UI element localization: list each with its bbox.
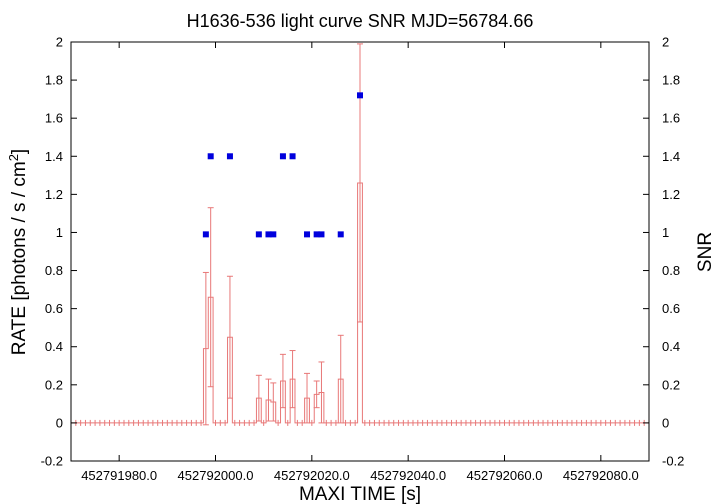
chart-title: H1636-536 light curve SNR MJD=56784.66 (187, 11, 534, 31)
y-tick-label: 1.2 (45, 187, 63, 202)
y-tick-label: 1.8 (45, 73, 63, 88)
y-tick-label: 0 (56, 415, 63, 430)
y2-tick-label: 1.2 (662, 187, 680, 202)
x-tick-label: 452792020.0 (274, 468, 350, 483)
y2-tick-label: -0.2 (662, 454, 684, 469)
snr-point (313, 231, 320, 238)
x-tick-label: 452791980.0 (81, 468, 157, 483)
plot-frame (70, 41, 650, 462)
y2-tick-label: 0.2 (662, 377, 680, 392)
snr-point (265, 231, 272, 238)
snr-series (202, 92, 363, 238)
y-tick-label: 1.4 (45, 149, 63, 164)
y-axis-title-sup: 2 (6, 154, 21, 161)
y2-tick-label: 0.8 (662, 263, 680, 278)
x-tick-label: 452792040.0 (370, 468, 446, 483)
y-tick-label: 0.8 (45, 263, 63, 278)
y2-tick-label: 0.6 (662, 301, 680, 316)
y2-axis-title: SNR (695, 232, 716, 272)
snr-point (270, 231, 277, 238)
snr-point (207, 153, 214, 160)
y-tick-label: 0.6 (45, 301, 63, 316)
snr-point (304, 231, 311, 238)
y2-tick-label: 1.6 (662, 111, 680, 126)
x-tick-label: 452792060.0 (467, 468, 543, 483)
y-axis-title-close: ] (9, 149, 30, 154)
snr-point (337, 231, 344, 238)
snr-point (318, 231, 325, 238)
y-tick-label: 2 (56, 35, 63, 50)
y-tick-label: 0.4 (45, 339, 63, 354)
y-tick-label: 0.2 (45, 377, 63, 392)
x-tick-label: 452792000.0 (178, 468, 254, 483)
x-tick-label: 452792080.0 (563, 468, 639, 483)
y-axis-title-main: RATE [photons / s / cm (9, 161, 30, 355)
y-tick-label: -0.2 (41, 454, 63, 469)
snr-point (279, 153, 286, 160)
snr-point (202, 231, 209, 238)
snr-point (255, 231, 262, 238)
y-tick-label: 1 (56, 225, 63, 240)
axes-ticks: -0.2 -0.2 0 0 0.2 0.2 0.4 0.4 0.6 0.6 0.8 0.8 1 1 1.2 1… (41, 35, 685, 484)
y2-tick-label: 0 (662, 415, 669, 430)
y2-tick-label: 1.4 (662, 149, 680, 164)
y2-tick-label: 0.4 (662, 339, 680, 354)
y2-tick-label: 1.8 (662, 73, 680, 88)
y-axis-title: RATE [photons / s / cm2] (6, 149, 30, 355)
snr-point (289, 153, 296, 160)
y2-tick-label: 2 (662, 35, 669, 50)
y-tick-label: 1.6 (45, 111, 63, 126)
x-axis-title: MAXI TIME [s] (299, 484, 421, 504)
snr-point (357, 92, 363, 99)
y2-tick-label: 1 (662, 225, 669, 240)
snr-point (226, 153, 233, 160)
rate-series (70, 43, 650, 426)
plot-area (70, 41, 650, 462)
